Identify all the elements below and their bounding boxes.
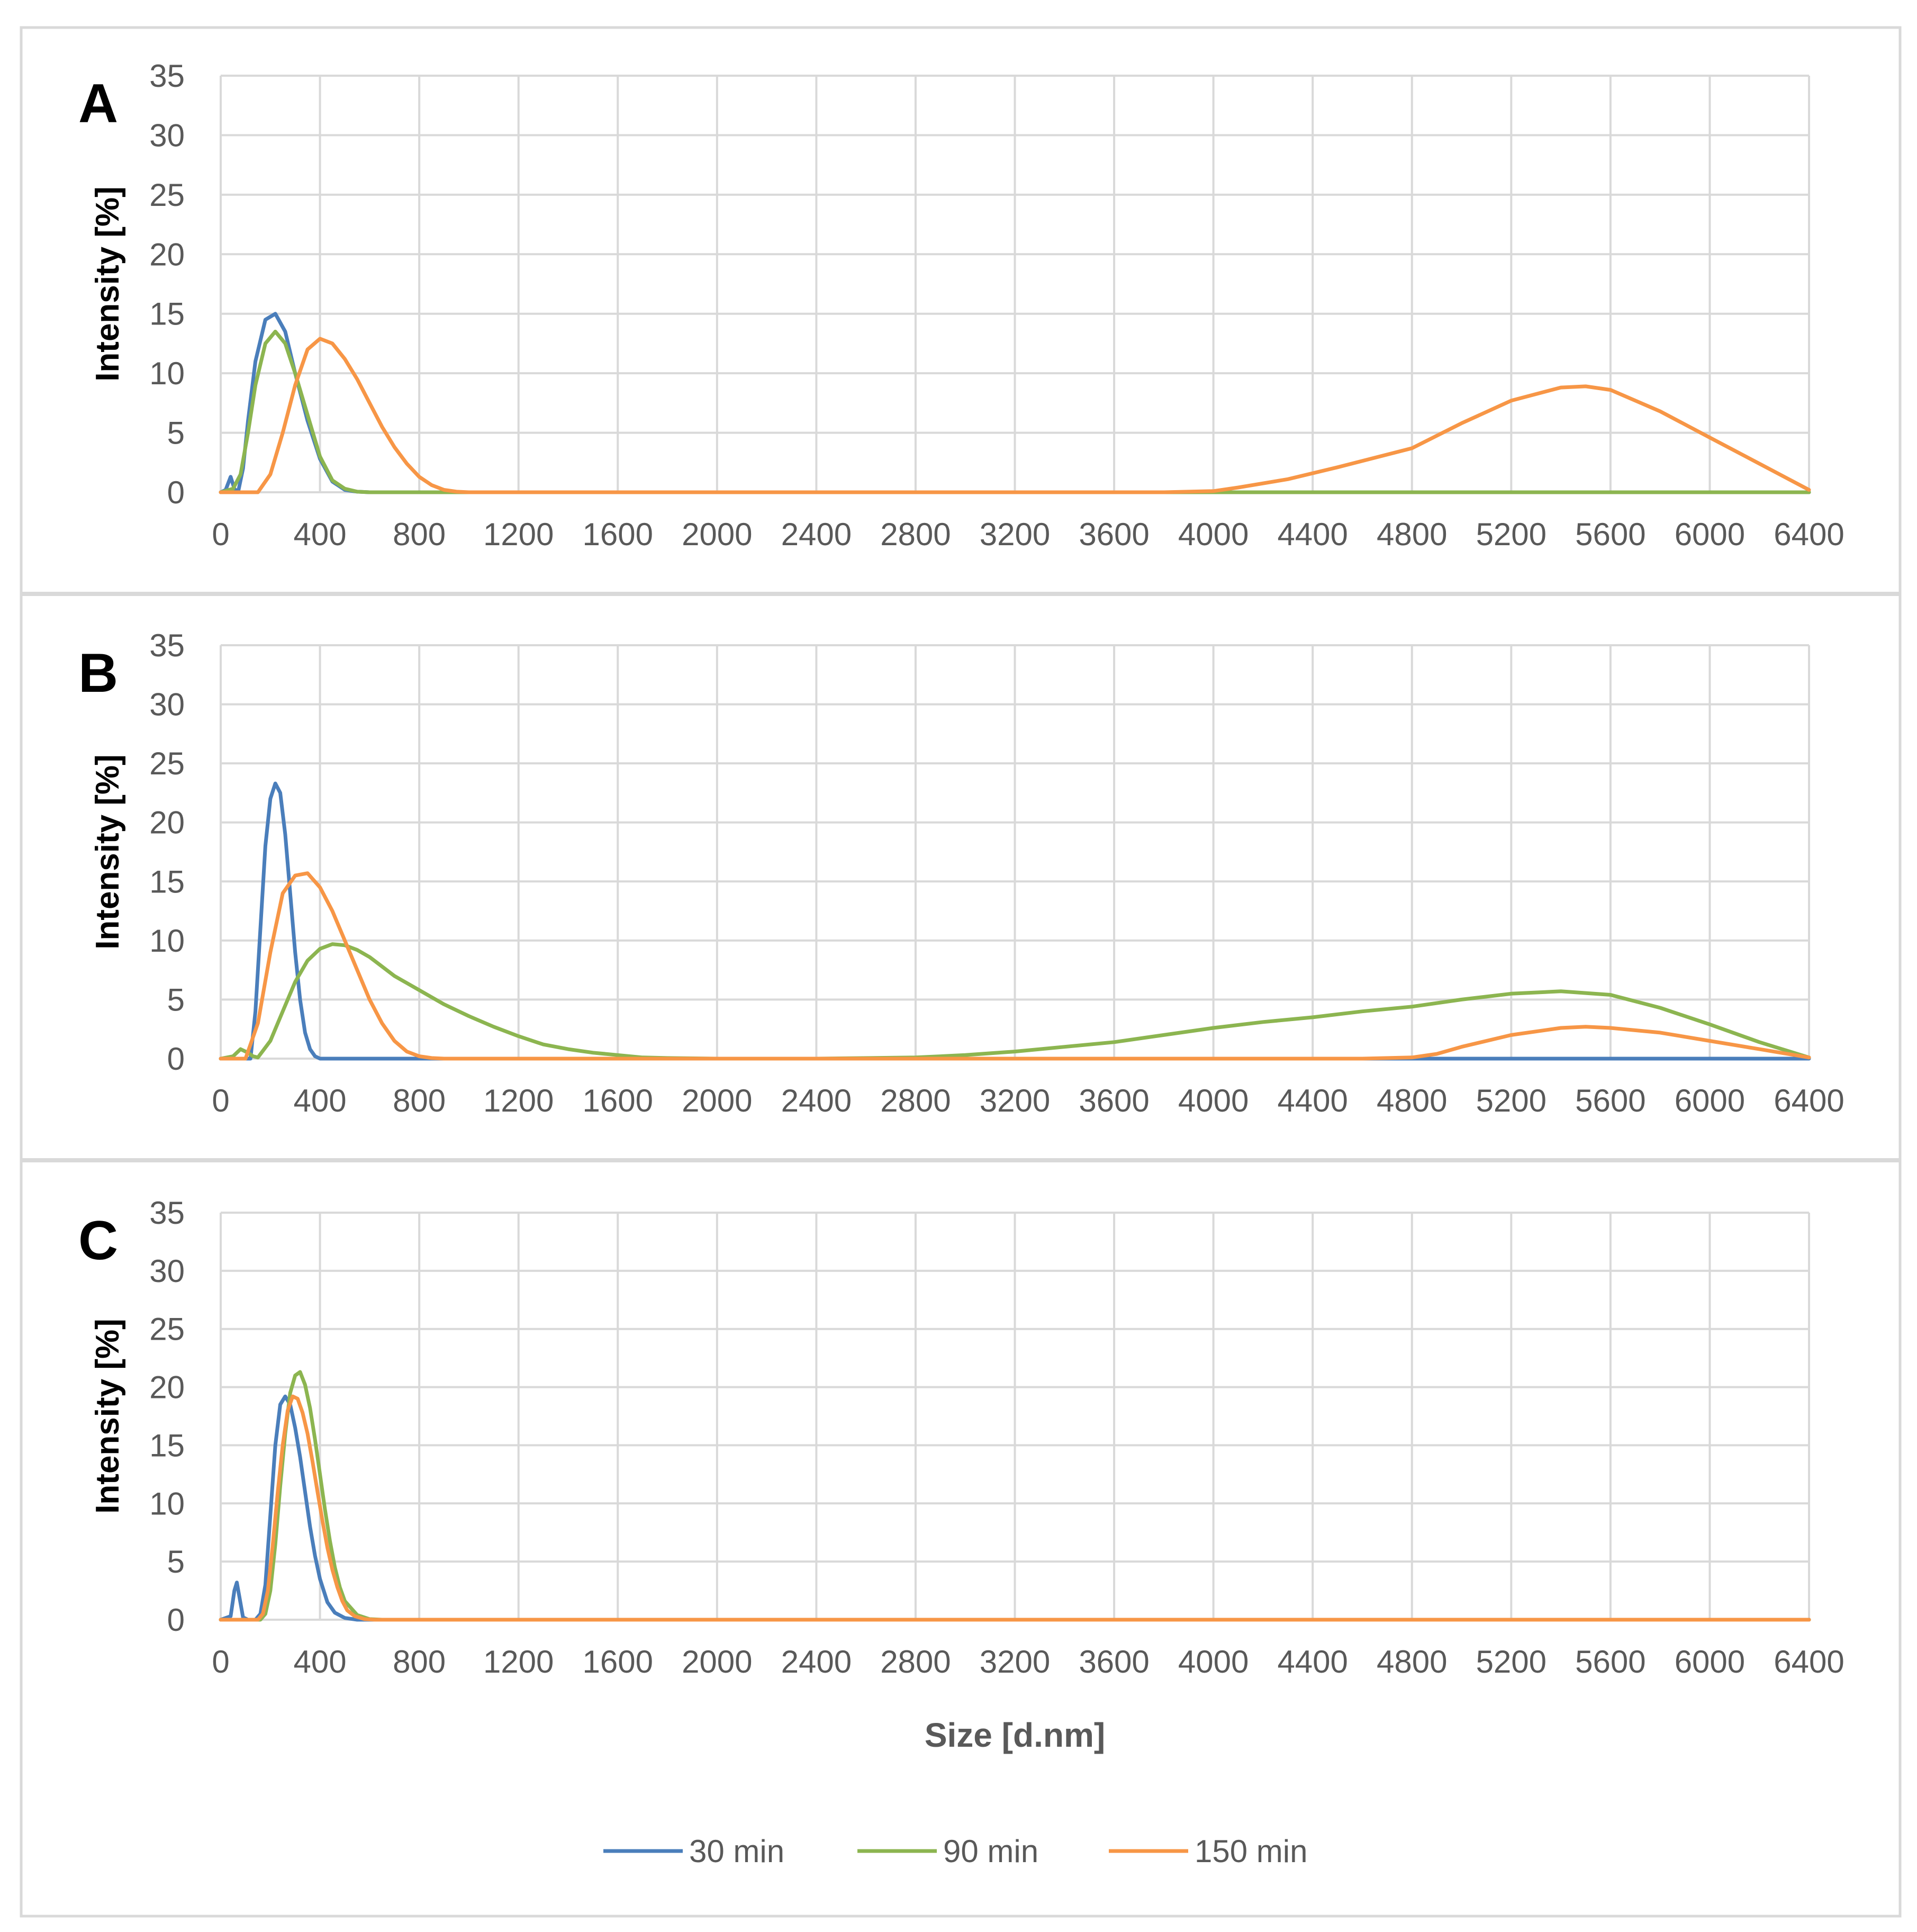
x-tick-label: 1200	[483, 517, 554, 552]
y-tick-label: 35	[149, 1195, 185, 1231]
panel-a: 0 400 800 1200 1600 2000 2400 2800 3200 3600 4000 4…	[78, 58, 1844, 552]
y-tick-label: 35	[149, 58, 185, 94]
x-tick-label: 2400	[781, 1644, 852, 1680]
y-tick-label: 15	[149, 864, 185, 899]
x-tick-label: 4800	[1377, 517, 1447, 552]
panel-letter: A	[78, 73, 118, 134]
x-tick-label: 800	[393, 517, 446, 552]
x-tick-label: 2400	[781, 517, 852, 552]
y-tick-label: 0	[167, 1041, 185, 1077]
x-tick-label: 0	[212, 1083, 229, 1118]
x-tick-label: 6400	[1774, 1083, 1844, 1118]
x-tick-label: 5200	[1476, 1083, 1547, 1118]
x-tick-label: 1200	[483, 1644, 554, 1680]
x-tick-label: 2000	[682, 1083, 752, 1118]
x-tick-label: 4000	[1178, 1644, 1249, 1680]
x-tick-label: 4400	[1277, 1083, 1348, 1118]
panel-letter: C	[78, 1210, 118, 1271]
x-tick-label: 3600	[1079, 517, 1149, 552]
x-tick-label: 4800	[1377, 1083, 1447, 1118]
y-tick-label: 30	[149, 687, 185, 723]
x-tick-label: 800	[393, 1644, 446, 1680]
x-tick-label: 4800	[1377, 1644, 1447, 1680]
y-tick-label: 30	[149, 1253, 185, 1289]
x-tick-label: 800	[393, 1083, 446, 1118]
series-line-150-min	[219, 871, 1811, 1061]
x-tick-label: 2800	[880, 1644, 951, 1680]
y-tick-label: 0	[167, 1602, 185, 1638]
y-tick-label: 5	[167, 416, 185, 451]
x-tick-label: 3200	[980, 517, 1050, 552]
x-tick-label: 4000	[1178, 1083, 1249, 1118]
y-tick-label: 5	[167, 982, 185, 1017]
x-tick-label: 5600	[1575, 1083, 1645, 1118]
x-tick-label: 5200	[1476, 517, 1547, 552]
x-tick-label: 400	[294, 1644, 347, 1680]
y-tick-label: 10	[149, 356, 185, 391]
y-axis-label: Intensity [%]	[89, 1319, 126, 1514]
x-tick-label: 4400	[1277, 517, 1348, 552]
series-line-150-min	[219, 337, 1811, 494]
y-tick-label: 25	[149, 746, 185, 781]
y-tick-label: 25	[149, 177, 185, 213]
panel-letter: B	[78, 643, 118, 704]
x-tick-label: 3200	[980, 1644, 1050, 1680]
y-tick-label: 15	[149, 1428, 185, 1463]
y-tick-label: 20	[149, 1370, 185, 1405]
x-tick-label: 1600	[583, 1644, 653, 1680]
figure-frame	[20, 26, 1902, 1918]
legend-label: 30 min	[689, 1834, 784, 1869]
x-tick-label: 2800	[880, 1083, 951, 1118]
x-tick-label: 6000	[1675, 1083, 1745, 1118]
x-tick-label: 3600	[1079, 1644, 1149, 1680]
x-tick-label: 5200	[1476, 1644, 1547, 1680]
series-line-150-min	[219, 1394, 1811, 1622]
x-tick-label: 0	[212, 1644, 229, 1680]
x-tick-label: 1600	[583, 517, 653, 552]
y-tick-label: 20	[149, 805, 185, 841]
panel-c: 0 400 800 1200 1600 2000 2400 2800 3200 3600 4000 4…	[21, 1158, 1900, 1680]
x-tick-label: 4400	[1277, 1644, 1348, 1680]
y-axis-label: Intensity [%]	[89, 186, 126, 382]
y-tick-label: 5	[167, 1544, 185, 1579]
x-tick-label: 4000	[1178, 517, 1249, 552]
x-tick-label: 3600	[1079, 1083, 1149, 1118]
x-tick-label: 1600	[583, 1083, 653, 1118]
y-tick-label: 15	[149, 296, 185, 332]
x-tick-label: 2800	[880, 517, 951, 552]
panel-b: 0 400 800 1200 1600 2000 2400 2800 3200 3600 4000 4…	[21, 592, 1900, 1118]
legend-label: 90 min	[943, 1834, 1038, 1869]
y-tick-label: 35	[149, 628, 185, 663]
x-tick-label: 5600	[1575, 517, 1645, 552]
x-tick-label: 2000	[682, 1644, 752, 1680]
y-tick-label: 30	[149, 118, 185, 153]
y-axis-label: Intensity [%]	[89, 754, 126, 950]
legend: 30 min 90 min 150 min	[603, 1834, 1307, 1869]
y-tick-label: 10	[149, 1486, 185, 1521]
x-tick-label: 400	[294, 517, 347, 552]
x-tick-label: 6400	[1774, 1644, 1844, 1680]
series-line-90-min	[219, 942, 1811, 1061]
x-tick-label: 6400	[1774, 517, 1844, 552]
x-tick-label: 1200	[483, 1083, 554, 1118]
y-tick-label: 20	[149, 237, 185, 272]
x-tick-label: 5600	[1575, 1644, 1645, 1680]
x-tick-label: 2000	[682, 517, 752, 552]
x-tick-label: 3200	[980, 1083, 1050, 1118]
x-axis-title: Size [d.nm]	[925, 1716, 1105, 1754]
x-tick-label: 6000	[1675, 1644, 1745, 1680]
x-tick-label: 400	[294, 1083, 347, 1118]
x-tick-label: 2400	[781, 1083, 852, 1118]
x-tick-label: 0	[212, 517, 229, 552]
y-tick-label: 0	[167, 475, 185, 510]
legend-label: 150 min	[1195, 1834, 1307, 1869]
y-tick-label: 10	[149, 923, 185, 959]
y-tick-label: 25	[149, 1312, 185, 1347]
x-tick-label: 6000	[1675, 517, 1745, 552]
